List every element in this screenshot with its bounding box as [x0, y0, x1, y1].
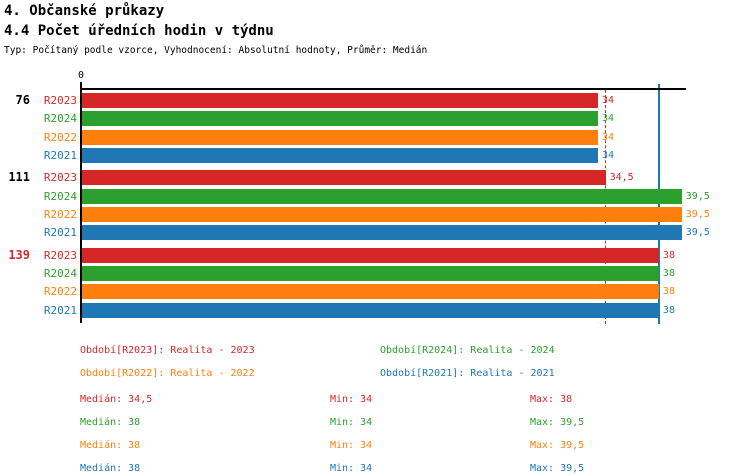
bar-value-label: 38 — [662, 286, 675, 298]
series-label: R2023 — [43, 248, 77, 262]
bar-value-label: 34 — [601, 95, 615, 106]
series-label: R2021 — [43, 303, 77, 317]
subsection-title: 4.4 Počet úředních hodin v týdnu — [4, 23, 274, 39]
stat-median-r2023: Medián: 34,5 — [80, 394, 153, 405]
series-label: R2022 — [43, 130, 77, 144]
stat-median-r2022: Medián: 38 — [80, 440, 141, 451]
bar-value-label: 39,5 — [685, 227, 710, 239]
stat-median-r2024: Medián: 38 — [80, 417, 141, 428]
section-title: 4. Občanské průkazy — [4, 3, 165, 19]
bar-76-r2021[interactable] — [82, 147, 598, 163]
bar-value-label: 39,5 — [685, 208, 710, 220]
stat-min-r2021: Min: 34 — [330, 463, 373, 474]
bar-value-label: 39,5 — [685, 190, 710, 202]
bar-value-label: 38 — [662, 267, 675, 279]
group-label-139: 139 — [8, 247, 30, 262]
x-axis-tick — [80, 82, 82, 88]
series-label: R2023 — [43, 171, 77, 185]
bar-139-r2024[interactable] — [82, 265, 659, 281]
stat-median-r2021: Medián: 38 — [80, 463, 141, 474]
stat-max-r2023: Max: 38 — [530, 394, 573, 405]
series-label: R2024 — [43, 266, 77, 280]
series-label: R2023 — [43, 94, 77, 107]
bar-139-r2023[interactable] — [82, 247, 659, 263]
stat-max-r2024: Max: 39,5 — [530, 417, 585, 428]
x-axis-line — [80, 88, 686, 90]
legend-item-r2021: Období[R2021]: Realita - 2021 — [380, 368, 555, 379]
bar-value-label: 34,5 — [609, 172, 634, 184]
bar-111-r2021[interactable] — [82, 225, 682, 241]
bar-111-r2022[interactable] — [82, 206, 682, 222]
bar-value-label: 34 — [601, 113, 615, 125]
bar-76-r2023[interactable] — [82, 93, 598, 108]
stat-max-r2021: Max: 39,5 — [530, 463, 585, 474]
legend-item-r2023: Období[R2023]: Realita - 2023 — [80, 345, 255, 356]
legend-item-r2022: Období[R2022]: Realita - 2022 — [80, 368, 255, 379]
bar-139-r2022[interactable] — [82, 284, 659, 300]
stat-min-r2023: Min: 34 — [330, 394, 373, 405]
stat-min-r2024: Min: 34 — [330, 417, 373, 428]
bar-76-r2024[interactable] — [82, 111, 598, 127]
stat-min-r2022: Min: 34 — [330, 440, 373, 451]
x-axis-zero-label: 0 — [77, 70, 85, 81]
series-label: R2021 — [43, 226, 77, 240]
bar-value-label: 38 — [662, 249, 675, 261]
group-label-111: 111 — [8, 170, 30, 185]
series-label: R2024 — [43, 112, 77, 126]
bar-111-r2023[interactable] — [82, 170, 606, 186]
bar-value-label: 34 — [601, 131, 615, 143]
report-meta-line: Typ: Počítaný podle vzorce, Vyhodnocení:… — [4, 45, 428, 56]
group-label-76: 76 — [15, 93, 30, 107]
bar-111-r2024[interactable] — [82, 188, 682, 204]
bar-76-r2022[interactable] — [82, 129, 598, 145]
bar-value-label: 38 — [662, 304, 675, 316]
stat-max-r2022: Max: 39,5 — [530, 440, 585, 451]
series-label: R2022 — [43, 207, 77, 221]
series-label: R2022 — [43, 285, 77, 299]
bar-value-label: 34 — [601, 149, 615, 161]
y-axis-line — [80, 88, 82, 323]
legend-item-r2024: Období[R2024]: Realita - 2024 — [380, 345, 555, 356]
series-label: R2021 — [43, 148, 77, 162]
bar-139-r2021[interactable] — [82, 302, 659, 318]
series-label: R2024 — [43, 189, 77, 203]
median-reference-line-r2021 — [658, 84, 660, 324]
